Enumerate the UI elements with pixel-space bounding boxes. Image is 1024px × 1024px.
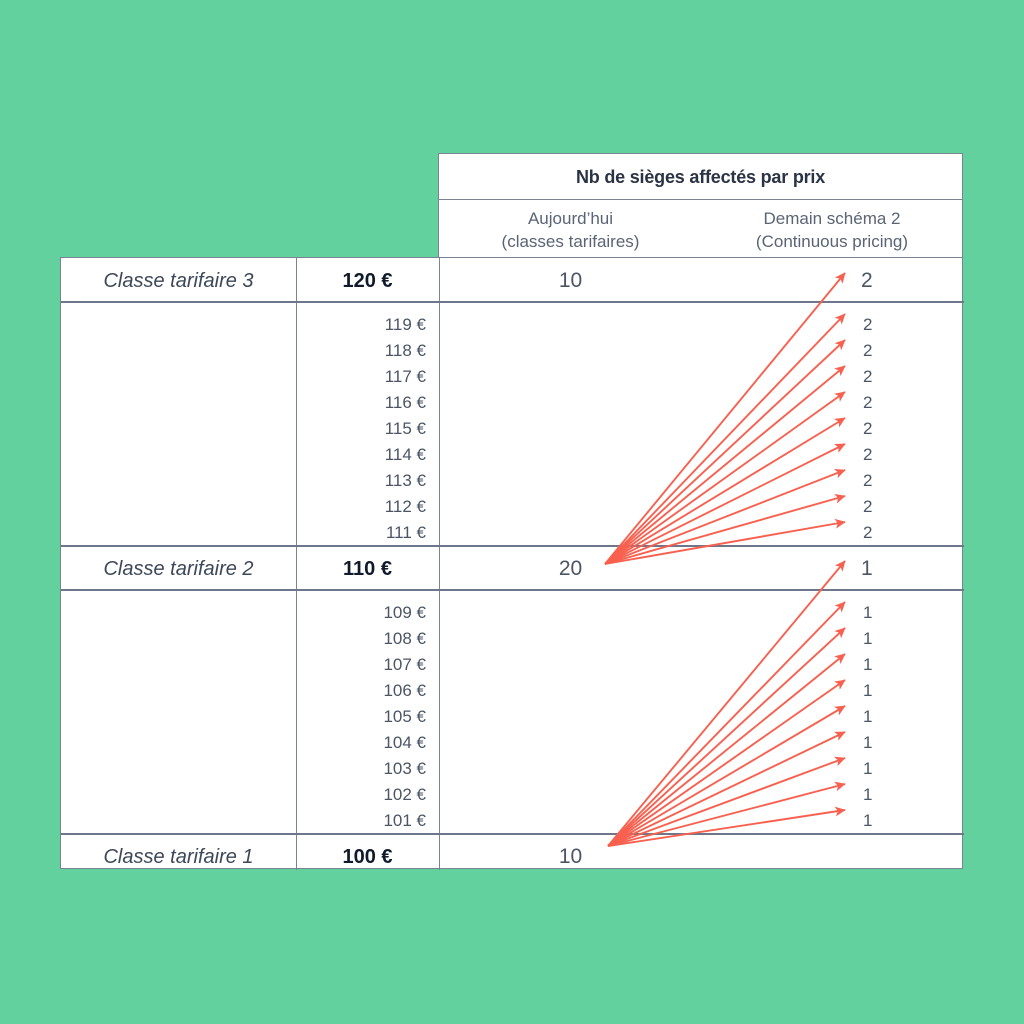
ladder-count-lower: 1	[863, 811, 873, 830]
ladder-count-upper: 2	[863, 315, 873, 334]
ladder-count-upper: 2	[863, 523, 873, 542]
ladder-price-lower: 107 €	[383, 655, 426, 674]
ladder-price-lower: 105 €	[383, 707, 426, 726]
class-today-value: 10	[558, 845, 583, 868]
class-today-value: 10	[558, 269, 583, 292]
ladder-price-upper: 114 €	[384, 445, 426, 464]
ladder-count-upper: 2	[863, 419, 873, 438]
ladder-price-lower: 108 €	[383, 629, 426, 648]
ladder-price-upper: 115 €	[384, 419, 426, 438]
column-header-tomorrow-line1: Demain schéma 2	[763, 209, 901, 228]
ladder-price-lower: 102 €	[383, 785, 426, 804]
class-tomorrow-value: 2	[861, 269, 873, 292]
header-title-band	[438, 153, 963, 199]
ladder-price-upper: 113 €	[384, 471, 426, 490]
header-subheader-band	[438, 199, 963, 257]
ladder-count-upper: 2	[863, 497, 873, 516]
column-divider-price	[439, 258, 440, 870]
ladder-price-lower: 106 €	[383, 681, 426, 700]
class-price: 100 €	[342, 846, 393, 868]
column-header-today: Aujourd’hui (classes tarifaires)	[440, 207, 701, 253]
ladder-count-lower: 1	[863, 655, 873, 674]
class-label: Classe tarifaire 2	[103, 558, 254, 580]
column-header-tomorrow-line2: (Continuous pricing)	[755, 232, 909, 251]
ladder-count-upper: 2	[863, 445, 873, 464]
ladder-price-upper: 118 €	[384, 341, 426, 360]
column-header-today-line2: (classes tarifaires)	[501, 232, 640, 251]
column-divider-class	[296, 258, 297, 870]
ladder-price-upper: 119 €	[384, 315, 426, 334]
ladder-count-lower: 1	[863, 629, 873, 648]
ladder-count-lower: 1	[863, 785, 873, 804]
ladder-price-lower: 103 €	[383, 759, 426, 778]
class-price: 120 €	[342, 270, 393, 292]
ladder-count-lower: 1	[863, 733, 873, 752]
ladder-count-lower: 1	[863, 603, 873, 622]
class-tomorrow-value: 1	[861, 557, 873, 580]
header-title: Nb de sièges affectés par prix	[575, 167, 826, 187]
ladder-price-upper: 112 €	[384, 497, 426, 516]
pricing-table: Classe tarifaire 3 120 € 10 2 Classe tarifai…	[60, 257, 964, 870]
ladder-price-lower: 101 €	[383, 811, 426, 830]
ladder-price-upper: 111 €	[385, 523, 426, 542]
ladder-count-lower: 1	[863, 759, 873, 778]
column-header-tomorrow: Demain schéma 2 (Continuous pricing)	[701, 207, 963, 253]
ladder-price-upper: 116 €	[384, 393, 426, 412]
ladder-price-upper: 117 €	[384, 367, 426, 386]
column-header-today-line1: Aujourd’hui	[527, 209, 614, 228]
row-divider	[61, 589, 964, 591]
ladder-count-upper: 2	[863, 341, 873, 360]
row-divider	[61, 833, 964, 835]
ladder-count-lower: 1	[863, 681, 873, 700]
ladder-count-lower: 1	[863, 707, 873, 726]
class-price: 110 €	[343, 558, 392, 580]
class-label: Classe tarifaire 1	[103, 846, 254, 868]
ladder-count-upper: 2	[863, 471, 873, 490]
class-label: Classe tarifaire 3	[103, 270, 254, 292]
ladder-price-lower: 109 €	[383, 603, 426, 622]
class-today-value: 20	[558, 557, 583, 580]
ladder-count-upper: 2	[863, 367, 873, 386]
row-divider	[61, 545, 964, 547]
ladder-price-lower: 104 €	[383, 733, 426, 752]
ladder-count-upper: 2	[863, 393, 873, 412]
row-divider	[61, 301, 964, 303]
